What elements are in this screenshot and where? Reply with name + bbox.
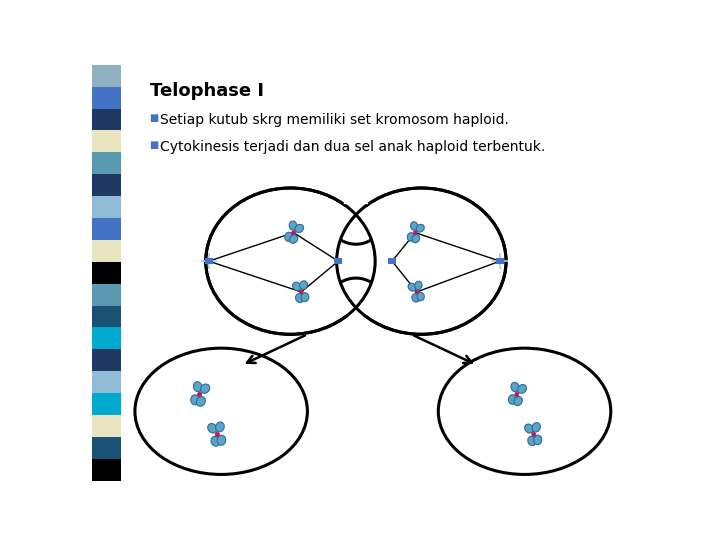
Bar bbox=[92, 349, 121, 371]
Bar bbox=[92, 262, 121, 284]
Circle shape bbox=[197, 392, 202, 396]
Bar bbox=[334, 258, 342, 264]
Bar bbox=[92, 240, 121, 262]
Circle shape bbox=[415, 290, 418, 294]
Ellipse shape bbox=[200, 384, 210, 393]
Bar bbox=[92, 415, 121, 437]
Ellipse shape bbox=[215, 422, 224, 432]
Bar bbox=[92, 437, 121, 458]
Circle shape bbox=[215, 432, 220, 436]
Ellipse shape bbox=[300, 281, 307, 289]
Bar bbox=[92, 174, 121, 196]
Bar bbox=[388, 258, 396, 264]
Bar bbox=[496, 258, 504, 264]
Ellipse shape bbox=[292, 282, 301, 291]
Ellipse shape bbox=[194, 382, 202, 392]
Ellipse shape bbox=[408, 283, 416, 291]
Ellipse shape bbox=[191, 395, 199, 405]
Ellipse shape bbox=[438, 348, 611, 475]
Ellipse shape bbox=[135, 348, 307, 475]
Bar bbox=[92, 218, 121, 240]
Ellipse shape bbox=[289, 221, 297, 230]
Bar bbox=[92, 131, 121, 152]
Bar bbox=[92, 284, 121, 306]
Bar bbox=[92, 393, 121, 415]
Text: Telophase I: Telophase I bbox=[150, 82, 264, 100]
Ellipse shape bbox=[511, 382, 519, 392]
Ellipse shape bbox=[532, 423, 540, 432]
Ellipse shape bbox=[208, 423, 217, 433]
Ellipse shape bbox=[206, 188, 375, 334]
Circle shape bbox=[300, 290, 303, 294]
Ellipse shape bbox=[417, 292, 424, 301]
Bar bbox=[92, 371, 121, 393]
Bar bbox=[92, 109, 121, 131]
Bar bbox=[92, 65, 121, 87]
Ellipse shape bbox=[301, 293, 309, 302]
Bar bbox=[92, 196, 121, 218]
Ellipse shape bbox=[337, 188, 506, 334]
Ellipse shape bbox=[283, 206, 429, 316]
Ellipse shape bbox=[416, 224, 424, 232]
Bar bbox=[92, 152, 121, 174]
Ellipse shape bbox=[412, 235, 420, 243]
Ellipse shape bbox=[514, 396, 522, 406]
Ellipse shape bbox=[296, 294, 303, 302]
Bar bbox=[92, 458, 121, 481]
Text: ■: ■ bbox=[150, 112, 159, 123]
Ellipse shape bbox=[534, 435, 541, 445]
Ellipse shape bbox=[289, 235, 297, 244]
Ellipse shape bbox=[284, 232, 292, 241]
Text: Setiap kutub skrg memiliki set kromosom haploid.: Setiap kutub skrg memiliki set kromosom … bbox=[161, 112, 509, 126]
Bar bbox=[134, 180, 604, 350]
Circle shape bbox=[532, 433, 536, 436]
Ellipse shape bbox=[518, 384, 526, 393]
Ellipse shape bbox=[528, 436, 536, 446]
Bar bbox=[92, 87, 121, 109]
Circle shape bbox=[515, 393, 519, 396]
Ellipse shape bbox=[408, 233, 415, 241]
Bar bbox=[92, 306, 121, 327]
Ellipse shape bbox=[295, 225, 304, 233]
Bar bbox=[205, 258, 212, 264]
Ellipse shape bbox=[508, 395, 516, 404]
Ellipse shape bbox=[525, 424, 534, 433]
Ellipse shape bbox=[410, 222, 418, 230]
Circle shape bbox=[292, 231, 295, 234]
Ellipse shape bbox=[412, 294, 420, 302]
Ellipse shape bbox=[217, 435, 225, 445]
Ellipse shape bbox=[197, 396, 205, 406]
Circle shape bbox=[413, 231, 417, 234]
Text: Cytokinesis terjadi dan dua sel anak haploid terbentuk.: Cytokinesis terjadi dan dua sel anak hap… bbox=[161, 140, 546, 154]
Ellipse shape bbox=[211, 436, 220, 446]
Text: ■: ■ bbox=[150, 140, 159, 150]
Ellipse shape bbox=[415, 281, 422, 289]
Bar bbox=[92, 327, 121, 349]
